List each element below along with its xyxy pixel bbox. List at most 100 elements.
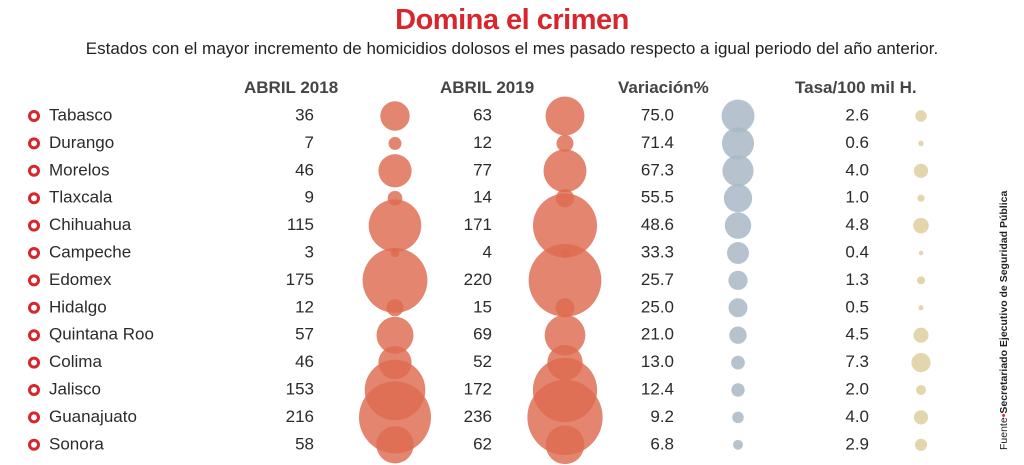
value-tasa-tabasco: 2.6 xyxy=(845,105,869,124)
bubble-abril-2018-guanajuato xyxy=(358,381,432,454)
state-marker-icon xyxy=(28,219,40,232)
value-abril-2019-colima: 52 xyxy=(473,352,492,371)
value-abril-2018-edomex: 175 xyxy=(286,270,314,289)
value-abril-2019-guanajuato: 236 xyxy=(464,407,492,426)
value-abril-2019-jalisco: 172 xyxy=(464,379,492,398)
bubble-variacion-tabasco xyxy=(721,99,755,133)
bubble-variacion-hidalgo xyxy=(728,298,748,318)
bubble-abril-2018-quintana-roo xyxy=(376,316,414,354)
value-variacion-jalisco: 12.4 xyxy=(641,379,674,398)
value-abril-2018-quintana-roo: 57 xyxy=(295,325,314,344)
state-marker-icon xyxy=(28,137,40,150)
value-tasa-chihuahua: 4.8 xyxy=(845,215,869,234)
bubble-abril-2018-morelos xyxy=(378,154,412,188)
state-label-jalisco: Jalisco xyxy=(49,379,101,398)
column-header-abril-2018: ABRIL 2018 xyxy=(244,78,339,97)
bubble-variacion-morelos xyxy=(722,155,754,187)
value-tasa-quintana-roo: 4.5 xyxy=(845,325,869,344)
bubble-abril-2019-chihuahua xyxy=(532,193,598,258)
value-tasa-hidalgo: 0.5 xyxy=(845,297,869,316)
state-label-colima: Colima xyxy=(49,352,102,371)
bubble-variacion-edomex xyxy=(728,270,748,291)
state-label-chihuahua: Chihuahua xyxy=(49,215,132,234)
value-variacion-quintana-roo: 21.0 xyxy=(641,325,674,344)
value-abril-2019-campeche: 4 xyxy=(483,242,492,261)
state-marker-icon xyxy=(28,164,40,177)
bubble-abril-2018-edomex xyxy=(362,247,428,313)
chart-subtitle: Estados con el mayor incremento de homic… xyxy=(85,39,939,58)
value-tasa-edomex: 1.3 xyxy=(845,270,869,289)
bubble-tasa-tabasco xyxy=(915,110,927,122)
column-header-tasa: Tasa/100 mil H. xyxy=(795,78,917,97)
bubble-tasa-durango xyxy=(918,140,924,147)
bubble-variacion-durango xyxy=(721,127,755,160)
bubble-tasa-campeche xyxy=(918,250,924,256)
state-label-campeche: Campeche xyxy=(49,242,131,261)
state-marker-icon xyxy=(28,110,40,122)
value-tasa-sonora: 2.9 xyxy=(845,434,869,453)
state-label-sonora: Sonora xyxy=(49,434,104,453)
bubble-variacion-sonora xyxy=(733,439,743,450)
value-abril-2019-morelos: 77 xyxy=(473,160,492,179)
bubble-abril-2018-durango xyxy=(388,136,402,150)
bubble-tasa-colima xyxy=(911,353,931,373)
bubble-abril-2019-hidalgo xyxy=(555,298,575,318)
state-label-hidalgo: Hidalgo xyxy=(49,297,107,316)
value-abril-2018-morelos: 46 xyxy=(295,160,314,179)
bubble-abril-2019-tabasco xyxy=(545,96,585,136)
bubble-abril-2018-tabasco xyxy=(380,101,410,131)
state-label-durango: Durango xyxy=(49,133,114,152)
bubble-tasa-guanajuato xyxy=(913,410,929,425)
bubble-abril-2019-guanajuato xyxy=(527,379,603,456)
source-separator-dot: • xyxy=(998,413,1010,418)
bubble-abril-2019-durango xyxy=(556,134,574,152)
value-variacion-morelos: 67.3 xyxy=(641,160,674,179)
state-marker-icon xyxy=(28,274,40,287)
value-tasa-colima: 7.3 xyxy=(845,352,869,371)
source-text: Secretariado Ejecutivo de Seguridad Públ… xyxy=(998,190,1010,414)
bubble-tasa-sonora xyxy=(914,438,928,451)
bubble-variacion-colima xyxy=(731,355,745,370)
bubble-variacion-quintana-roo xyxy=(729,326,747,344)
value-abril-2018-guanajuato: 216 xyxy=(286,407,314,426)
value-abril-2018-tabasco: 36 xyxy=(295,105,314,124)
value-abril-2019-quintana-roo: 69 xyxy=(473,325,492,344)
bubble-tasa-jalisco xyxy=(915,384,927,396)
bubble-variacion-guanajuato xyxy=(732,411,744,424)
value-abril-2018-colima: 46 xyxy=(295,352,314,371)
column-header-variacion: Variación% xyxy=(618,78,709,97)
state-marker-icon xyxy=(28,329,40,342)
bubble-abril-2018-sonora xyxy=(376,426,414,464)
value-abril-2018-tlaxcala: 9 xyxy=(305,188,314,207)
value-variacion-edomex: 25.7 xyxy=(641,270,674,289)
value-variacion-colima: 13.0 xyxy=(641,352,674,371)
value-variacion-hidalgo: 25.0 xyxy=(641,297,674,316)
source-label: Fuente xyxy=(998,417,1010,450)
value-tasa-campeche: 0.4 xyxy=(845,242,869,261)
state-marker-icon xyxy=(28,301,40,314)
value-tasa-durango: 0.6 xyxy=(845,133,869,152)
value-tasa-jalisco: 2.0 xyxy=(845,379,869,398)
bubble-tasa-tlaxcala xyxy=(917,194,925,202)
state-marker-icon xyxy=(28,356,40,369)
bubble-abril-2019-sonora xyxy=(545,425,585,465)
value-abril-2018-durango: 7 xyxy=(305,133,314,152)
value-variacion-chihuahua: 48.6 xyxy=(641,215,674,234)
bubble-tasa-morelos xyxy=(913,163,929,178)
value-variacion-durango: 71.4 xyxy=(641,133,674,152)
value-abril-2019-chihuahua: 171 xyxy=(464,215,492,234)
bubble-abril-2019-morelos xyxy=(543,149,587,193)
value-variacion-tlaxcala: 55.5 xyxy=(641,188,674,207)
value-abril-2019-tabasco: 63 xyxy=(473,105,492,124)
value-variacion-guanajuato: 9.2 xyxy=(650,407,674,426)
value-abril-2018-campeche: 3 xyxy=(305,242,314,261)
bubble-abril-2018-chihuahua xyxy=(368,199,422,252)
value-variacion-tabasco: 75.0 xyxy=(641,105,674,124)
state-label-edomex: Edomex xyxy=(49,270,112,289)
value-abril-2018-sonora: 58 xyxy=(295,434,314,453)
bubble-abril-2019-edomex xyxy=(528,244,602,317)
state-label-tlaxcala: Tlaxcala xyxy=(49,188,113,207)
state-marker-icon xyxy=(28,192,40,205)
state-marker-icon xyxy=(28,438,40,451)
